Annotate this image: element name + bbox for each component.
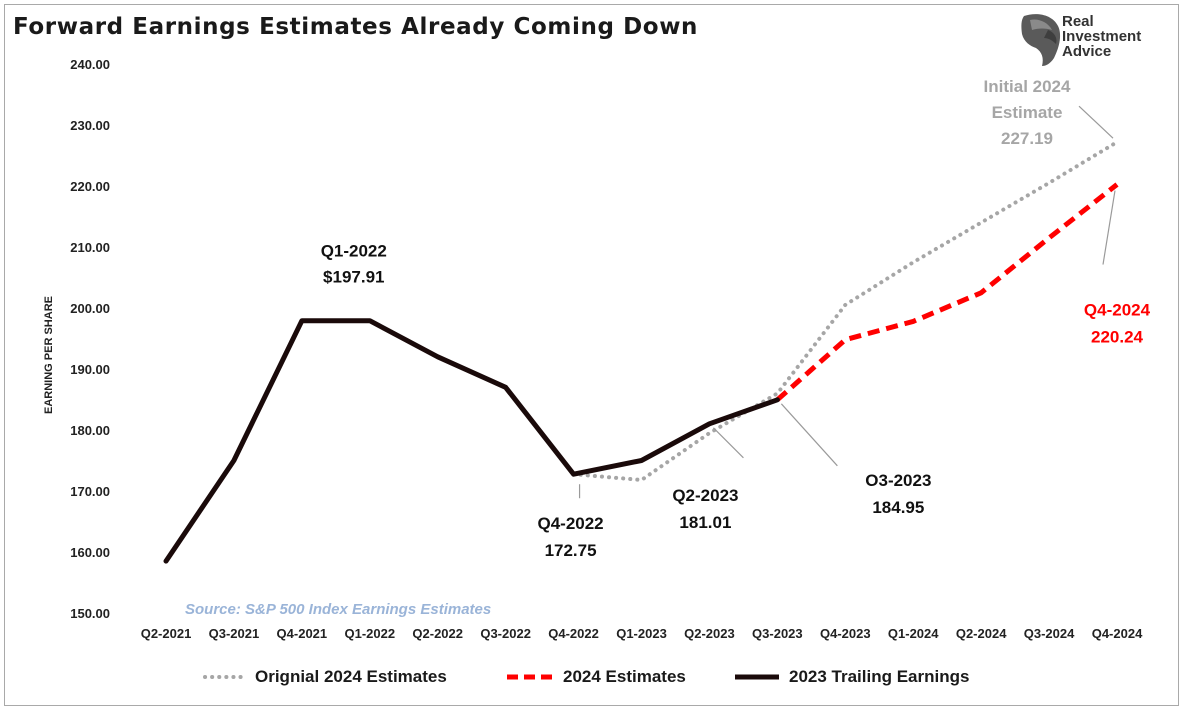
y-tick-label: 150.00 [70, 606, 110, 621]
logo-line: Real [1062, 13, 1094, 30]
y-tick-label: 180.00 [70, 423, 110, 438]
x-tick-label: Q4-2023 [820, 626, 871, 641]
annotation-label: Q4-2024 [1084, 301, 1151, 320]
annotation-label: Q2-2023 [672, 486, 738, 505]
legend-label: 2024 Estimates [563, 667, 686, 686]
annotation-label: 172.75 [545, 541, 597, 560]
annotation-leader [780, 403, 838, 467]
legend-item-trailing-earnings: 2023 Trailing Earnings [733, 662, 969, 692]
y-axis-label: EARNING PER SHARE [43, 296, 55, 414]
annotation-leader [1078, 105, 1114, 139]
x-tick-label: Q2-2022 [412, 626, 463, 641]
series-line-dashed [775, 182, 1119, 402]
y-axis: 150.00 160.00 170.00 180.00 190.00 200.00 210.… [70, 57, 110, 621]
y-tick-label: 230.00 [70, 118, 110, 133]
annotation-label: Q1-2022 [321, 242, 387, 261]
series-line-solid [163, 318, 780, 564]
x-tick-label: Q1-2024 [888, 626, 939, 641]
logo-text: Real Investment Advice [1062, 14, 1141, 59]
series-line-dotted [571, 140, 1119, 482]
annotation-label: 184.95 [872, 498, 924, 517]
annotation-label: 181.01 [679, 513, 731, 532]
annotation-layer: Q1-2022 $197.91 Q4-2022 172.75 Q2-2023 181.01… [321, 77, 1151, 560]
logo-line: Investment [1062, 28, 1142, 45]
annotation-label: 220.24 [1091, 328, 1144, 347]
series-layer [163, 140, 1119, 564]
chart-legend: Orignial 2024 Estimates 2024 Estimates 2… [0, 662, 1185, 692]
x-tick-label: Q2-2021 [141, 626, 192, 641]
chart-title: Forward Earnings Estimates Already Comin… [13, 14, 699, 40]
legend-swatch-dotted [203, 675, 247, 679]
annotation-label: Initial 2024 [984, 77, 1071, 96]
x-tick-label: Q4-2022 [548, 626, 599, 641]
legend-item-original-estimates: Orignial 2024 Estimates [203, 662, 447, 692]
legend-swatch-dashed [507, 674, 553, 680]
annotation-label: 227.19 [1001, 129, 1053, 148]
annotation-leader [1102, 190, 1116, 265]
x-tick-label: Q3-2023 [752, 626, 803, 641]
legend-label: 2023 Trailing Earnings [789, 667, 970, 686]
y-tick-label: 160.00 [70, 545, 110, 560]
chart-frame [4, 4, 1179, 706]
x-tick-label: Q3-2024 [1024, 626, 1075, 641]
annotation-label: $197.91 [323, 268, 384, 287]
legend-item-2024-estimates: 2024 Estimates [505, 662, 686, 692]
legend-swatch-solid [735, 674, 779, 680]
x-tick-label: Q4-2021 [277, 626, 328, 641]
y-tick-label: 240.00 [70, 57, 110, 72]
eagle-head-icon [1021, 14, 1061, 66]
y-tick-label: 200.00 [70, 301, 110, 316]
logo-line: Advice [1062, 43, 1112, 60]
x-tick-label: Q3-2022 [480, 626, 531, 641]
y-tick-label: 220.00 [70, 179, 110, 194]
annotation-label: Q4-2022 [537, 514, 603, 533]
annotation-leader [713, 427, 744, 459]
annotation-label: O3-2023 [865, 471, 931, 490]
x-axis: Q2-2021 Q3-2021 Q4-2021 Q1-2022 Q2-2022 Q3-20… [141, 626, 1143, 641]
x-tick-label: Q1-2022 [344, 626, 395, 641]
x-tick-label: Q3-2021 [209, 626, 260, 641]
y-tick-label: 210.00 [70, 240, 110, 255]
y-tick-label: 190.00 [70, 362, 110, 377]
annotation-label: Estimate [992, 103, 1063, 122]
x-tick-label: Q2-2024 [956, 626, 1007, 641]
y-tick-label: 170.00 [70, 484, 110, 499]
source-note: Source: S&P 500 Index Earnings Estimates [185, 601, 491, 618]
x-tick-label: Q2-2023 [684, 626, 735, 641]
x-tick-label: Q4-2024 [1092, 626, 1143, 641]
legend-label: Orignial 2024 Estimates [255, 667, 447, 686]
x-tick-label: Q1-2023 [616, 626, 667, 641]
